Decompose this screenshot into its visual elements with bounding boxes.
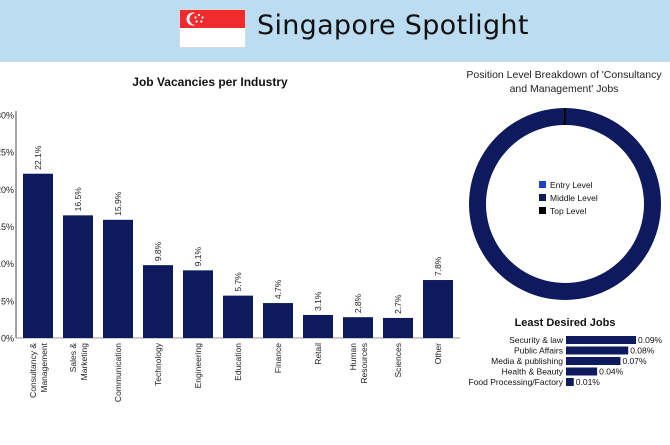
x-tick-label: Human [348, 343, 358, 371]
bar-10 [423, 280, 453, 338]
bar-9 [383, 317, 413, 338]
data-label: 9.1% [193, 247, 203, 267]
x-tick-label: Sciences [393, 343, 403, 378]
header-banner: Singapore Spotlight [0, 0, 670, 62]
data-label: 22.1% [33, 145, 43, 170]
hbar-value-label: 0.01% [576, 377, 601, 387]
least-desired-bar-chart: Security & law 0.09% Public Affairs 0.08% Me… [469, 335, 663, 387]
hbar-category-label: Security & law [509, 335, 564, 345]
x-tick-label: Sales & [68, 343, 78, 373]
flag-white-band [180, 28, 245, 47]
x-tick-label: Education [233, 343, 243, 381]
hbar-value-label: 0.08% [630, 346, 655, 356]
y-tick-label: 25% [0, 148, 14, 158]
donut-slice-1 [468, 108, 661, 301]
bar-1 [63, 215, 93, 338]
legend-label: Middle Level [550, 193, 598, 203]
hbar-category-label: Public Affairs [514, 346, 563, 356]
x-tick-label: Marketing [79, 343, 89, 381]
legend-label: Entry Level [550, 180, 593, 190]
bar-2 [103, 219, 133, 338]
hbar-value-label: 0.04% [599, 367, 624, 377]
hbar-category-label: Food Processing/Factory [469, 377, 564, 387]
hbar-0 [566, 336, 636, 344]
hbar-value-label: 0.07% [622, 356, 647, 366]
data-label: 4.7% [273, 279, 283, 299]
data-label: 15.9% [113, 191, 123, 216]
data-label: 7.8% [433, 256, 443, 276]
position-level-donut-chart: Entry Level Middle Level Top Level [468, 108, 661, 301]
y-tick-label: 20% [0, 185, 14, 195]
data-label: 2.7% [393, 294, 403, 314]
y-tick-label: 0% [1, 334, 14, 344]
data-label: 2.8% [353, 293, 363, 313]
bar-chart-title: Job Vacancies per Industry [132, 75, 288, 89]
hbar-2 [566, 357, 621, 365]
hbar-1 [566, 346, 629, 355]
hbar-value-label: 0.09% [638, 335, 663, 345]
x-tick-label: Communication [113, 343, 123, 402]
y-tick-label: 15% [0, 222, 14, 232]
x-tick-label: Resources [359, 343, 369, 384]
y-tick-label: 30% [0, 111, 14, 121]
bar-3 [143, 265, 173, 338]
singapore-flag-icon [179, 9, 246, 48]
bar-7 [303, 314, 333, 338]
bar-5 [223, 295, 253, 338]
data-label: 5.7% [233, 272, 243, 292]
least-desired-title: Least Desired Jobs [514, 317, 616, 329]
x-tick-label: Technology [153, 342, 163, 386]
legend-swatch [539, 207, 546, 214]
legend-swatch [539, 181, 546, 188]
data-label: 16.5% [73, 187, 83, 212]
bar-0 [23, 173, 53, 338]
data-label: 9.8% [153, 241, 163, 261]
legend-label: Top Level [550, 206, 586, 216]
x-tick-label: Consultancy & [28, 343, 38, 398]
hbar-4 [566, 378, 574, 386]
legend-swatch [539, 194, 546, 201]
bar-4 [183, 270, 213, 338]
x-tick-label: Engineering [193, 343, 203, 389]
hbar-category-label: Health & Beauty [502, 367, 564, 377]
hbar-3 [566, 367, 598, 376]
hbar-category-label: Media & publishing [491, 356, 563, 366]
site-title: Singapore Spotlight [257, 10, 529, 41]
bar-6 [263, 303, 293, 338]
x-tick-label: Retail [313, 343, 323, 365]
x-tick-label: Management [39, 342, 49, 392]
data-label: 3.1% [313, 291, 323, 311]
x-tick-label: Other [433, 343, 443, 364]
donut-chart-title: Position Level Breakdown of 'Consultancy… [466, 69, 662, 95]
bar-8 [343, 317, 373, 338]
x-tick-label: Finance [273, 343, 283, 374]
flag-crescent-stars-icon [186, 12, 204, 26]
y-tick-label: 10% [0, 259, 14, 269]
vacancies-bar-chart: 0% 5% 10% 15% 20% 25% 30% 22.1% Consultancy &Man… [0, 111, 460, 402]
y-tick-label: 5% [1, 296, 14, 306]
